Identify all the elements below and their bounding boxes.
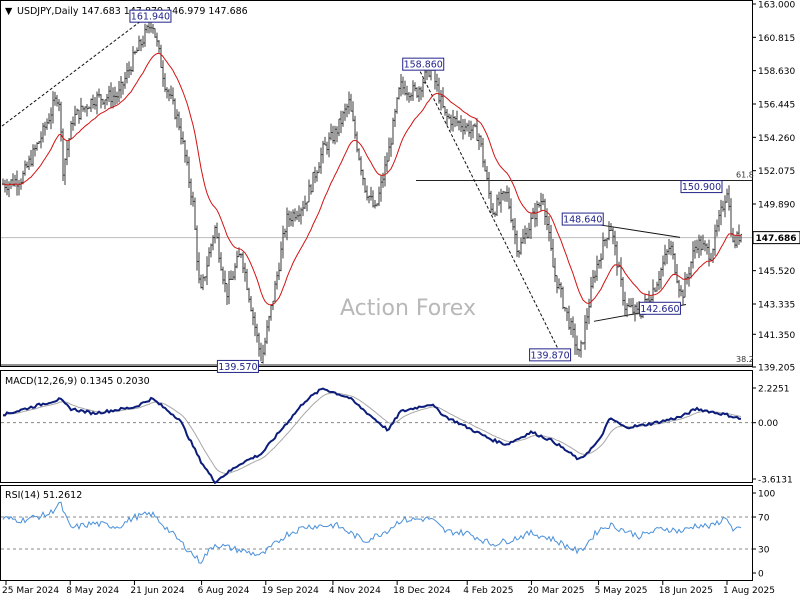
macd-signal-line: [2, 392, 742, 475]
rsi-tick-label: 70: [758, 514, 770, 524]
x-axis-label: 20 Mar 2025: [527, 586, 584, 596]
price-tick-label: 156.445: [758, 100, 795, 110]
price-tick-label: 163.000: [758, 1, 795, 11]
dropdown-arrow-icon[interactable]: ▼: [5, 6, 13, 17]
x-axis-label: 5 May 2025: [595, 586, 648, 596]
price-annotation-box: [216, 359, 259, 373]
price-tick-label: 143.335: [758, 300, 795, 310]
x-axis-label: 4 Nov 2024: [329, 586, 381, 596]
rsi-panel-frame: [0, 485, 753, 581]
price-tick-label: 145.520: [758, 267, 795, 277]
macd-main-line: [3, 387, 742, 485]
x-axis-label: 21 Jun 2024: [130, 586, 184, 596]
price-tick-label: 141.350: [758, 331, 795, 341]
macd-tick-label: 2.2251: [758, 385, 790, 395]
trendline-dashed-top: [1, 19, 143, 127]
price-tick-label: 154.260: [758, 134, 795, 144]
price-annotation-label: 161.940: [131, 12, 170, 23]
price-annotation-box: [680, 180, 723, 194]
price-annotation-box: [638, 301, 681, 315]
price-annotation-label: 139.570: [218, 362, 257, 373]
x-axis-label: 8 May 2024: [66, 586, 119, 596]
price-annotation-label: 150.900: [682, 182, 721, 193]
rsi-tick-label: 100: [758, 490, 775, 500]
price-tick-label: 158.630: [758, 67, 795, 77]
x-axis-label: 6 Aug 2024: [198, 586, 250, 596]
price-tick-label: 149.890: [758, 200, 795, 210]
price-annotation-box: [529, 348, 572, 362]
price-tick-label: 139.205: [758, 364, 795, 374]
x-axis-label: 1 Aug 2025: [723, 586, 775, 596]
price-tick-label: 152.075: [758, 167, 795, 177]
moving-average-line: [2, 52, 742, 306]
watermark: Action Forex: [340, 296, 476, 321]
rsi-line: [2, 501, 742, 564]
current-price-box: [752, 231, 800, 245]
fib-61.8-label: 61.8: [736, 171, 754, 180]
x-axis-label: 4 Feb 2025: [463, 586, 513, 596]
x-axis-label: 19 Sep 2024: [262, 586, 319, 596]
trendline-dashed-fall: [417, 66, 563, 358]
price-annotation-box: [129, 9, 172, 23]
price-annotation-box: [561, 212, 604, 226]
rsi-tick-label: 0: [758, 570, 764, 580]
current-price-label: 147.686: [756, 234, 797, 244]
price-annotation-label: 148.640: [563, 215, 602, 226]
macd-tick-label: -3.6131: [758, 476, 793, 486]
rsi-label: RSI(14) 51.2612: [5, 490, 82, 501]
price-annotation-label: 142.660: [640, 304, 679, 315]
price-annotation-box: [402, 57, 445, 71]
fib-38.2-label: 38.2: [736, 355, 754, 364]
price-annotation-label: 139.870: [530, 350, 569, 361]
macd-tick-label: 0.00: [758, 419, 778, 429]
x-axis-label: 18 Dec 2024: [393, 586, 451, 596]
price-tick-label: 160.815: [758, 34, 795, 44]
x-axis-label: 18 Jun 2025: [659, 586, 713, 596]
price-annotation-label: 158.860: [404, 60, 443, 71]
macd-label: MACD(12,26,9) 0.1345 0.2030: [5, 376, 150, 387]
rsi-tick-label: 30: [758, 546, 770, 556]
x-axis-label: 25 Mar 2024: [2, 586, 59, 596]
